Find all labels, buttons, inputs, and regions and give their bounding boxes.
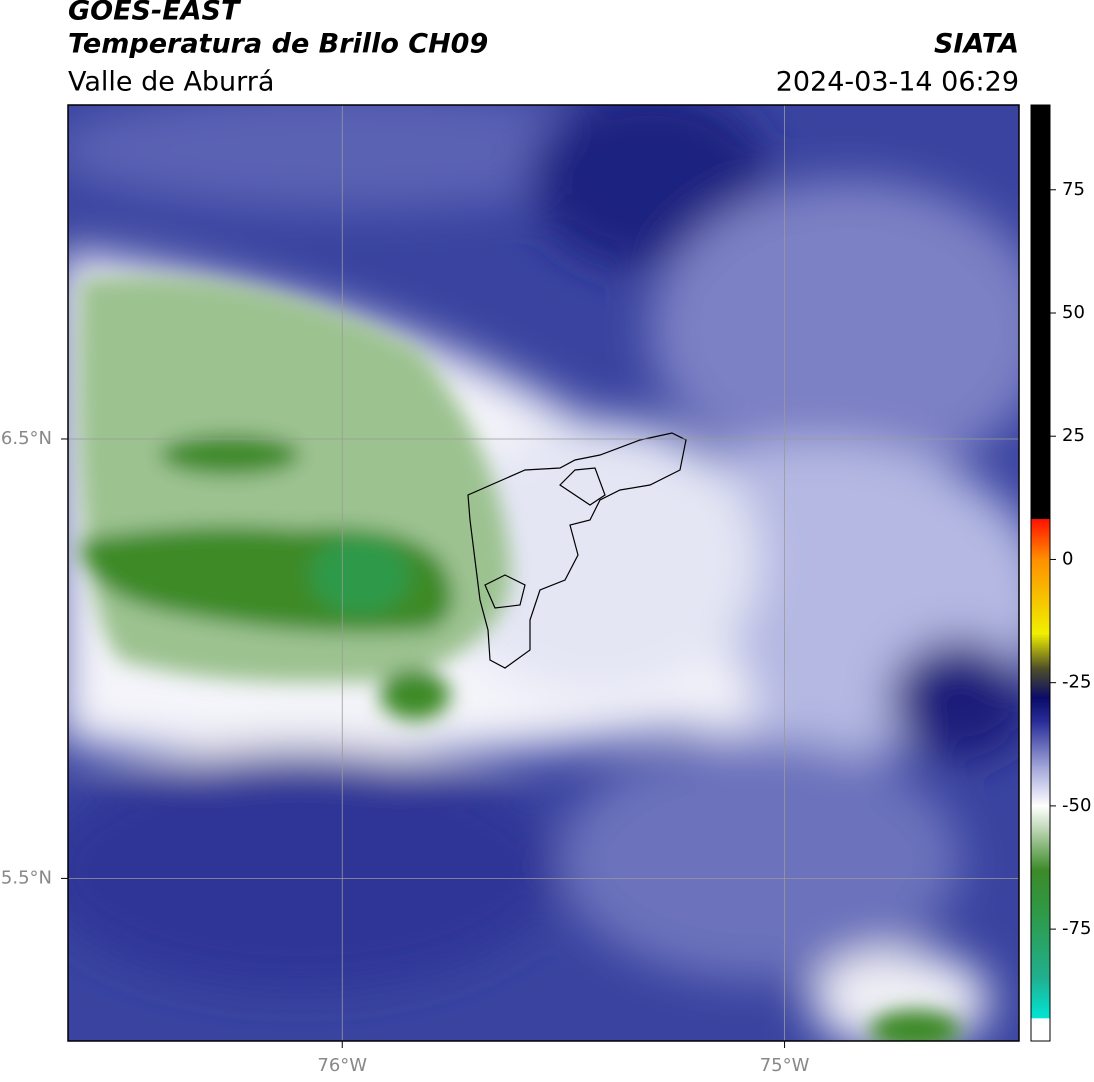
map-frame — [67, 104, 1020, 1042]
colorbar-tick-label: -25 — [1062, 672, 1091, 693]
colorbar-segment — [1031, 105, 1050, 520]
colorbar-segment — [1031, 978, 1050, 1019]
brightness-field — [68, 105, 1019, 1041]
title: GOES-EAST — [68, 0, 242, 27]
colorbar-segment — [1031, 667, 1050, 698]
region: Valle de Aburrá — [68, 67, 274, 98]
colorbar-tick-label: -50 — [1062, 795, 1091, 816]
colorbar-segment — [1031, 559, 1050, 634]
colorbar-segment — [1031, 1017, 1050, 1042]
colorbar-segment — [1031, 766, 1050, 807]
colorbar-frame — [1030, 104, 1051, 1042]
colorbar: 75 50 25 0 -25 -50 -75 — [1031, 105, 1091, 1042]
colorbar-segment — [1031, 518, 1050, 560]
y-tick-label: 6.5°N — [1, 428, 52, 449]
datetime: 2024-03-14 06:29 — [776, 67, 1019, 98]
colorbar-segment — [1031, 697, 1050, 723]
colorbar-tick-label: -75 — [1062, 918, 1091, 939]
grid — [61, 105, 1019, 1048]
x-tick-label: 76°W — [317, 1055, 367, 1076]
colorbar-segment — [1031, 869, 1050, 915]
colorbar-segment — [1031, 722, 1050, 767]
source: SIATA — [934, 29, 1019, 60]
colorbar-tick-label: 25 — [1062, 425, 1085, 446]
subtitle: Temperatura de Brillo CH09 — [68, 29, 488, 60]
x-tick-label: 75°W — [760, 1055, 810, 1076]
colorbar-tick-label: 50 — [1062, 302, 1085, 323]
colorbar-segment — [1031, 805, 1050, 832]
colorbar-tick-label: 75 — [1062, 179, 1085, 200]
colorbar-segment — [1031, 914, 1050, 979]
colorbar-segment — [1031, 830, 1050, 871]
colorbar-segment — [1031, 633, 1050, 669]
colorbar-tick-label: 0 — [1062, 548, 1073, 569]
y-tick-label: 5.5°N — [1, 867, 52, 888]
